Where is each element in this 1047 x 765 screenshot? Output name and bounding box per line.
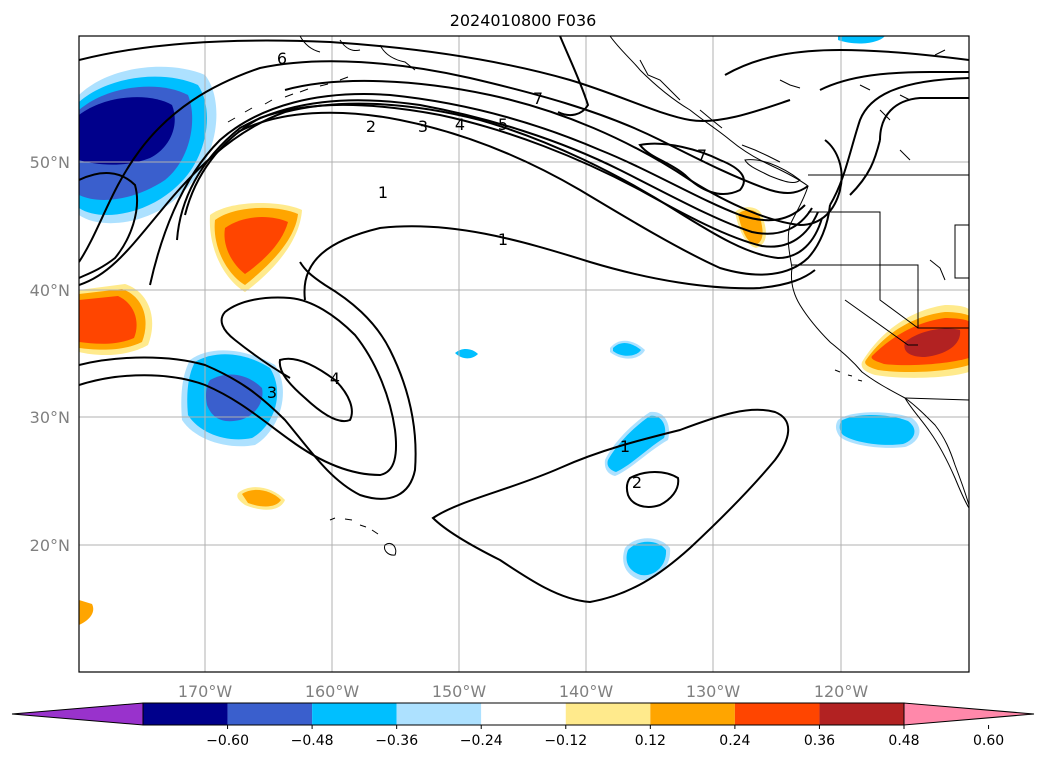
- latitude-labels: 50°N 40°N 30°N 20°N: [30, 153, 70, 555]
- colorbar-swatch: [481, 703, 566, 725]
- contour-label: 2: [632, 473, 642, 492]
- map-title: 2024010800 F036: [450, 11, 597, 30]
- lon-label: 160°W: [305, 682, 360, 701]
- colorbar-swatch: [565, 703, 651, 725]
- colorbar-tick-label: 0.12: [635, 733, 666, 749]
- lat-label: 20°N: [30, 536, 70, 555]
- shaded-fields: [79, 36, 969, 625]
- contour-labels: 6 7 7 2 3 4 5 1 1 3 4 1 2: [267, 49, 707, 492]
- colorbar-swatch: [650, 703, 735, 725]
- contour-label: 4: [330, 369, 340, 388]
- lon-label: 150°W: [432, 682, 487, 701]
- colorbar-extend-low: [11, 702, 144, 726]
- contour-label: 1: [620, 437, 630, 456]
- map-frame: [78, 35, 970, 673]
- lon-label: 120°W: [814, 682, 869, 701]
- colorbar-tick-label: −0.60: [206, 733, 249, 749]
- contour-label: 3: [418, 117, 428, 136]
- coastlines: [227, 36, 969, 556]
- colorbar-swatch: [819, 703, 904, 725]
- colorbar-swatch: [143, 703, 228, 725]
- colorbar-swatch: [734, 703, 820, 725]
- contour-label: 7: [697, 146, 707, 165]
- colorbar-swatch: [227, 703, 313, 725]
- colorbar-tick-label: 0.60: [973, 733, 1004, 749]
- colorbar-tick-label: −0.24: [460, 733, 503, 749]
- colorbar-tick-label: −0.36: [375, 733, 418, 749]
- contour-label: 7: [533, 89, 543, 108]
- colorbar-swatch: [396, 703, 482, 725]
- lat-label: 40°N: [30, 281, 70, 300]
- contour-label: 6: [277, 49, 287, 68]
- colorbar-tick-label: −0.48: [291, 733, 334, 749]
- colorbar: −0.60 −0.48 −0.36 −0.24 −0.12 0.12 0.24 0.36 0.4…: [11, 702, 1035, 749]
- contour-lines: [79, 36, 969, 604]
- colorbar-tick-label: 0.24: [719, 733, 750, 749]
- colorbar-tick-label: −0.12: [544, 733, 587, 749]
- contour-label: 1: [378, 183, 388, 202]
- contour-label: 5: [498, 115, 508, 134]
- contour-label: 3: [267, 383, 277, 402]
- colorbar-extend-high: [903, 702, 1035, 726]
- lat-label: 30°N: [30, 408, 70, 427]
- longitude-labels: 170°W 160°W 150°W 140°W 130°W 120°W: [178, 682, 869, 701]
- lon-label: 130°W: [686, 682, 741, 701]
- colorbar-swatch: [312, 703, 397, 725]
- map-area: 6 7 7 2 3 4 5 1 1 3 4 1 2: [79, 36, 969, 672]
- colorbar-tick-label: 0.48: [888, 733, 919, 749]
- colorbar-outline: [142, 702, 905, 726]
- lon-label: 170°W: [178, 682, 233, 701]
- lat-label: 50°N: [30, 153, 70, 172]
- contour-label: 2: [366, 117, 376, 136]
- gridlines: [79, 36, 969, 672]
- contour-label: 1: [498, 230, 508, 249]
- colorbar-tick-label: 0.36: [804, 733, 835, 749]
- lon-label: 140°W: [559, 682, 614, 701]
- contour-label: 4: [455, 115, 465, 134]
